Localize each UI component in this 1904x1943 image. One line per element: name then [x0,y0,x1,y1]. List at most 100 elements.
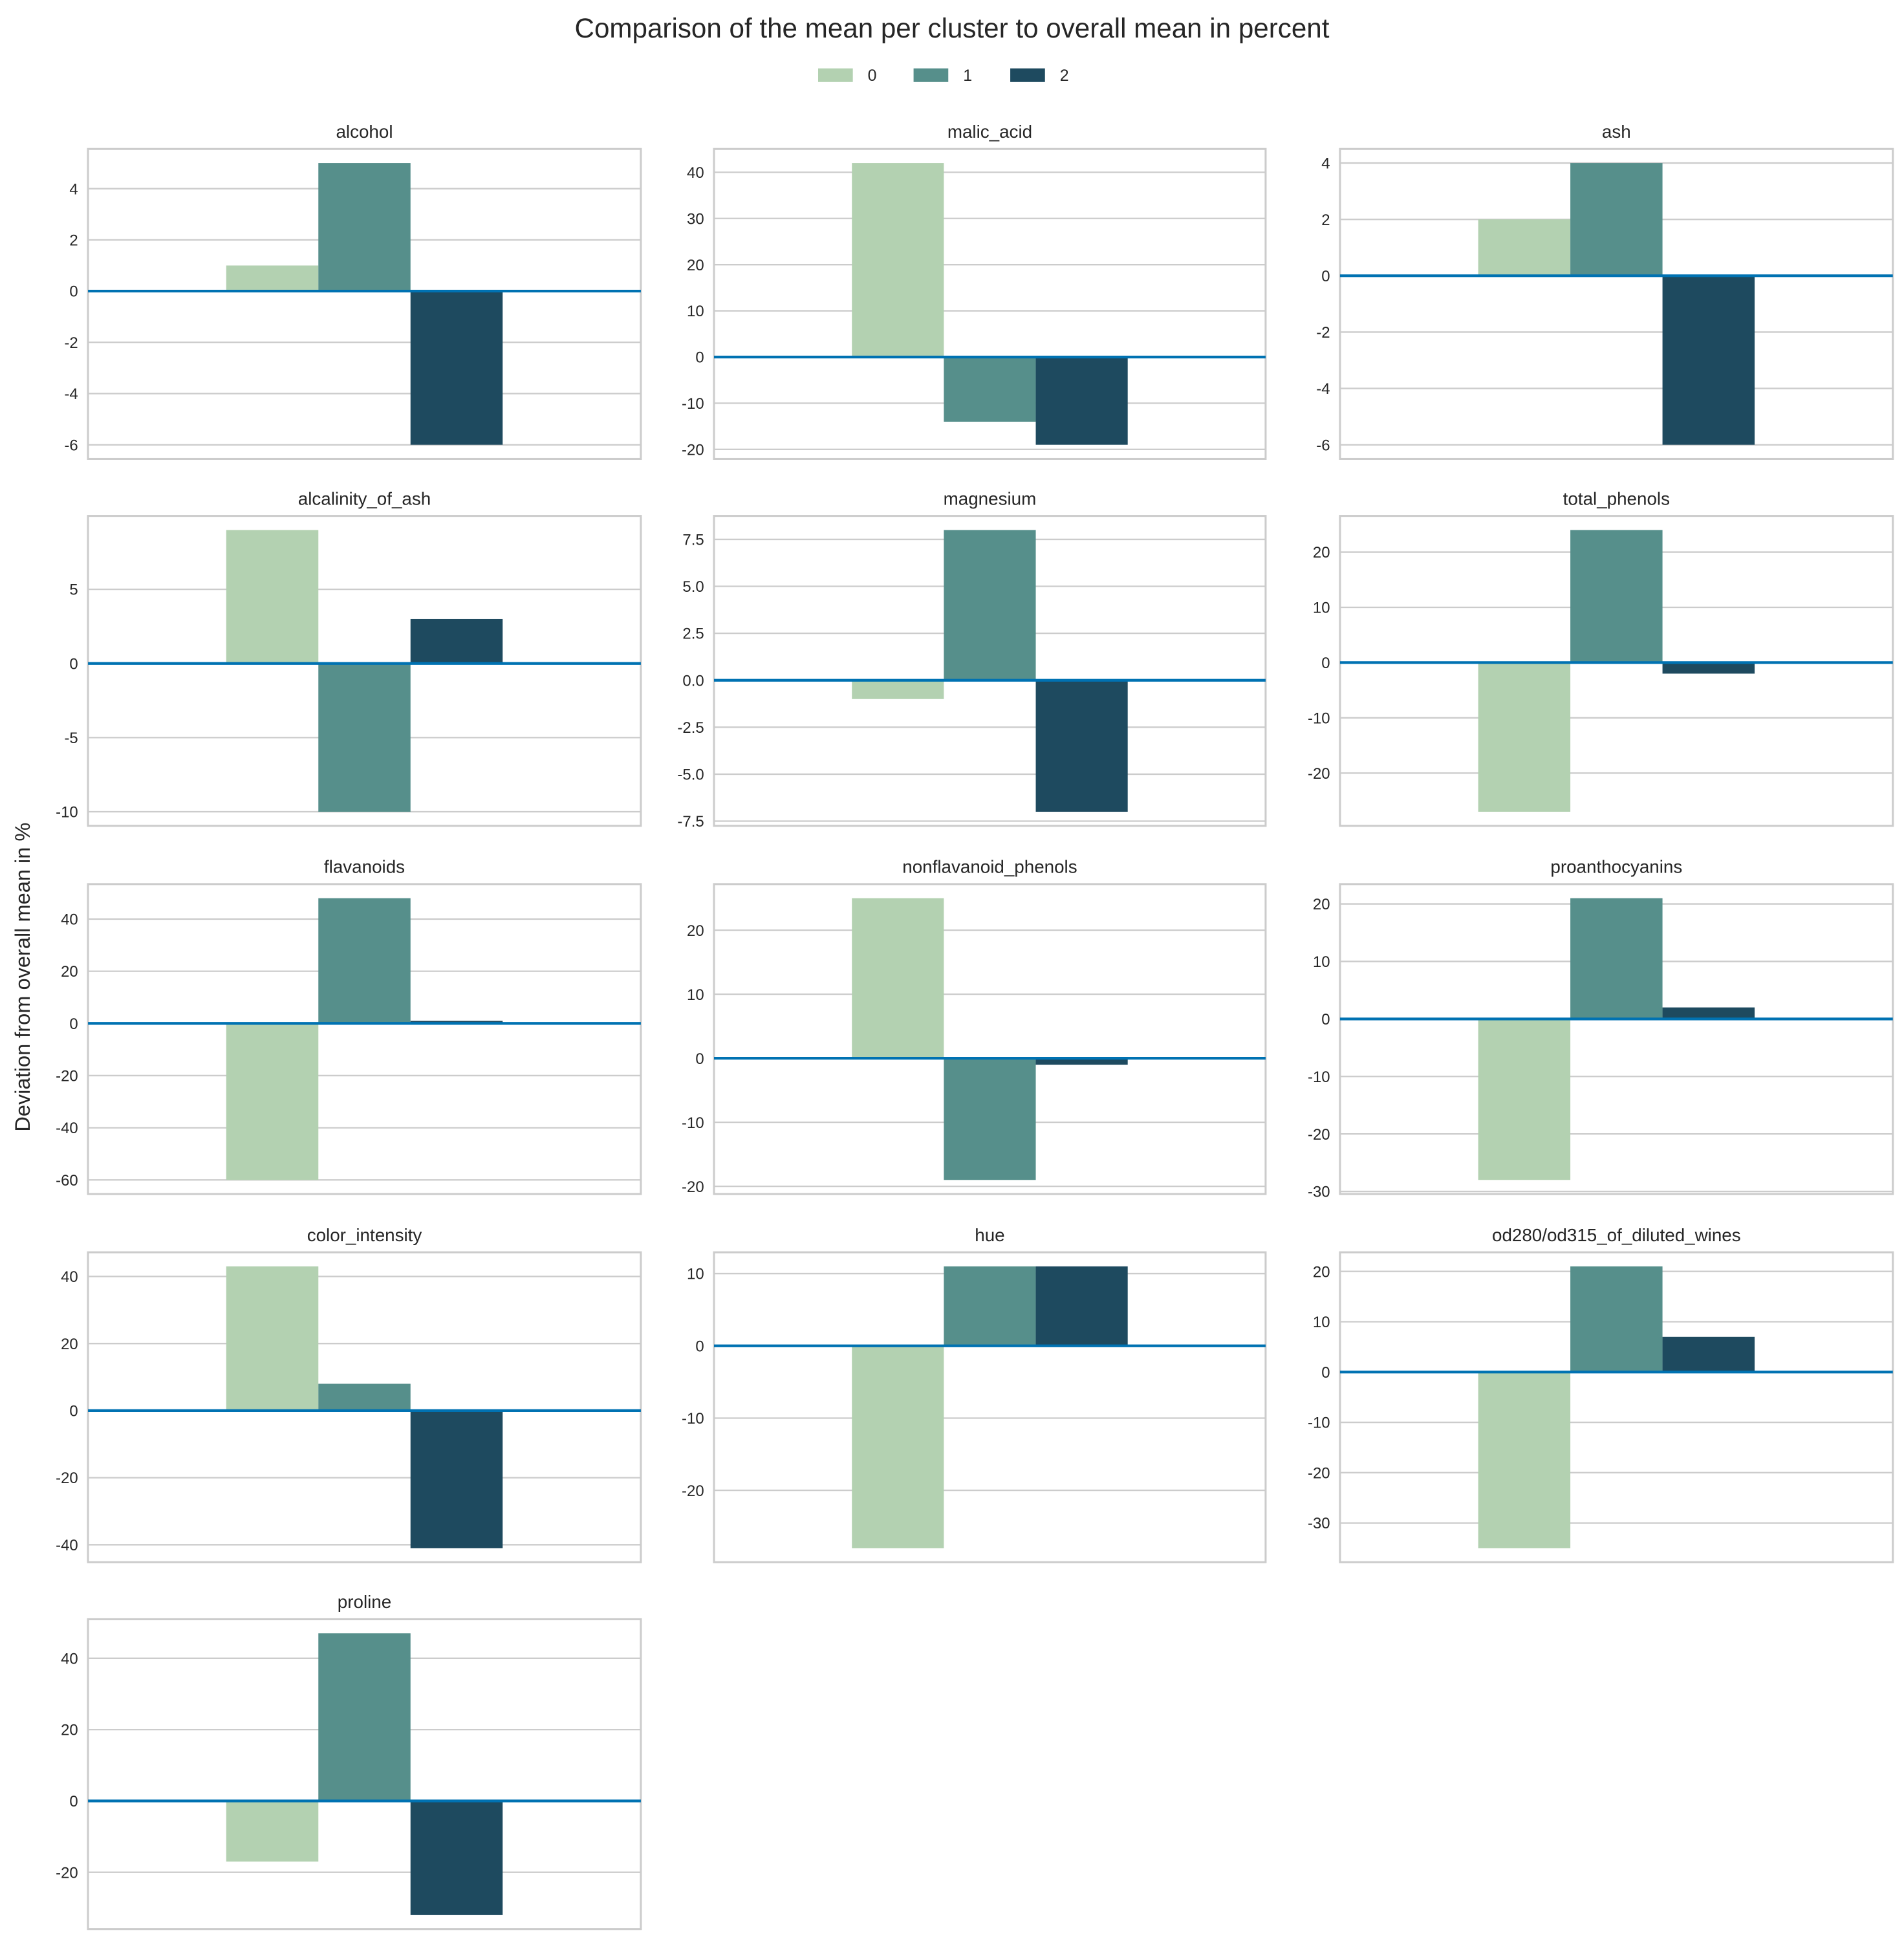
subplot-proline: -20 0 20 40 proline [56,1592,642,1931]
bar-cluster-2 [1035,680,1128,812]
chart-title: Comparison of the mean per cluster to ov… [575,13,1330,43]
y-tick-label: -20 [682,1178,704,1196]
bar-cluster-1 [1570,1266,1663,1373]
bar-cluster-1 [944,1266,1036,1346]
y-tick-label: -2 [1316,324,1330,342]
y-tick-label: -20 [56,1068,78,1085]
y-tick-label: 0 [695,349,704,367]
subplot-title: hue [975,1225,1004,1245]
subplot-proanthocyanins: -30 -20 -10 0 10 20 proanthocyanins [1308,857,1894,1201]
bar-cluster-0 [1478,1019,1571,1180]
subplot-od280-od315-of-diluted-wines: -30 -20 -10 0 10 20 od280/od315_of_diluted_win… [1308,1225,1894,1563]
y-tick-label: 2 [69,232,78,249]
y-tick-label: -5 [64,730,78,747]
bar-cluster-2 [410,618,503,664]
y-tick-label: 0 [1321,268,1330,285]
legend-swatch-1 [913,68,949,82]
bar-cluster-2 [410,1801,503,1915]
y-tick-label: 10 [687,986,704,1004]
y-tick-label: 10 [1313,1314,1330,1331]
y-tick-label: 20 [687,922,704,940]
subplot-hue: -20 -10 0 10 hue [682,1225,1267,1563]
subplot-title: magnesium [944,488,1037,508]
y-tick-label: 0 [69,1793,78,1810]
bar-cluster-1 [318,1633,411,1801]
y-tick-label: -40 [56,1120,78,1137]
y-tick-label: -7.5 [677,813,704,830]
subplot-title: proline [338,1592,391,1612]
bar-cluster-1 [1570,530,1663,663]
bar-cluster-0 [852,163,944,357]
subplot-magnesium: -7.5 -5.0 -2.5 0.0 2.5 5.0 7.5 magnesium [677,488,1267,830]
y-tick-label: 5.0 [682,578,704,596]
subplot-title: alcohol [336,122,393,142]
bar-cluster-1 [1570,163,1663,276]
y-tick-label: 7.5 [682,532,704,549]
y-tick-label: 10 [1313,953,1330,971]
y-tick-label: 0 [695,1338,704,1355]
bar-cluster-1 [318,663,411,812]
y-tick-label: -10 [1308,1069,1330,1086]
y-tick-label: 0 [695,1050,704,1068]
subplot-title: nonflavanoid_phenols [902,857,1077,877]
y-tick-label: 0 [69,1015,78,1033]
bar-cluster-0 [852,1345,944,1548]
y-tick-label: -20 [56,1864,78,1882]
y-tick-label: -30 [1308,1184,1330,1201]
y-tick-label: 30 [687,210,704,228]
y-tick-label: -60 [56,1172,78,1189]
y-tick-label: 20 [1313,896,1330,913]
bar-cluster-2 [410,291,503,445]
bar-cluster-0 [226,1801,319,1862]
y-tick-label: -2.5 [677,719,704,737]
bar-cluster-0 [852,898,944,1059]
subplot-total-phenols: -20 -10 0 10 20 total_phenols [1308,488,1894,827]
bar-cluster-1 [318,1384,411,1411]
y-tick-label: -20 [1308,765,1330,783]
y-tick-label: -30 [1308,1515,1330,1532]
legend-label-2: 2 [1060,67,1069,85]
y-axis-label: Deviation from overall mean in % [11,823,34,1132]
y-tick-label: 4 [69,180,78,198]
legend-label-1: 1 [963,67,972,85]
bar-cluster-2 [1662,276,1755,445]
y-tick-label: -4 [1316,380,1330,398]
bar-cluster-2 [1035,356,1128,445]
bar-cluster-0 [1478,219,1571,276]
y-tick-label: 0 [1321,1011,1330,1028]
subplot-nonflavanoid-phenols: -20 -10 0 10 20 nonflavanoid_phenols [682,857,1267,1196]
y-tick-label: 40 [61,1268,78,1286]
bar-cluster-1 [1570,898,1663,1019]
bar-cluster-0 [1478,662,1571,812]
plot-area [1339,515,1894,827]
subplot-title: od280/od315_of_diluted_wines [1492,1225,1741,1245]
legend-swatch-0 [818,68,853,82]
y-tick-label: -10 [56,804,78,821]
y-tick-label: -20 [1308,1126,1330,1144]
y-tick-label: 40 [61,911,78,929]
bar-cluster-2 [410,1410,503,1548]
bar-cluster-2 [1662,1007,1755,1019]
bar-cluster-1 [318,163,411,292]
bar-cluster-0 [226,1266,319,1411]
y-tick-label: 0 [69,283,78,301]
y-tick-label: -5.0 [677,766,704,784]
y-tick-label: 0.0 [682,672,704,689]
y-tick-label: 20 [61,963,78,981]
y-tick-label: 10 [687,303,704,320]
y-tick-label: -6 [64,437,78,454]
bar-cluster-0 [226,1023,319,1180]
y-tick-label: -10 [682,1410,704,1427]
bar-cluster-0 [1478,1372,1571,1548]
bar-cluster-0 [852,680,944,699]
bar-cluster-2 [1662,662,1755,674]
subplot-ash: -6 -4 -2 0 2 4 ash [1316,122,1894,460]
bar-cluster-1 [944,530,1036,680]
y-tick-label: -20 [1308,1464,1330,1482]
y-tick-label: 5 [69,581,78,599]
subplot-color-intensity: -40 -20 0 20 40 color_intensity [56,1225,642,1563]
y-tick-label: 20 [1313,544,1330,561]
subplot-title: malic_acid [947,122,1032,142]
bar-cluster-0 [226,265,319,292]
bar-cluster-1 [944,1058,1036,1180]
